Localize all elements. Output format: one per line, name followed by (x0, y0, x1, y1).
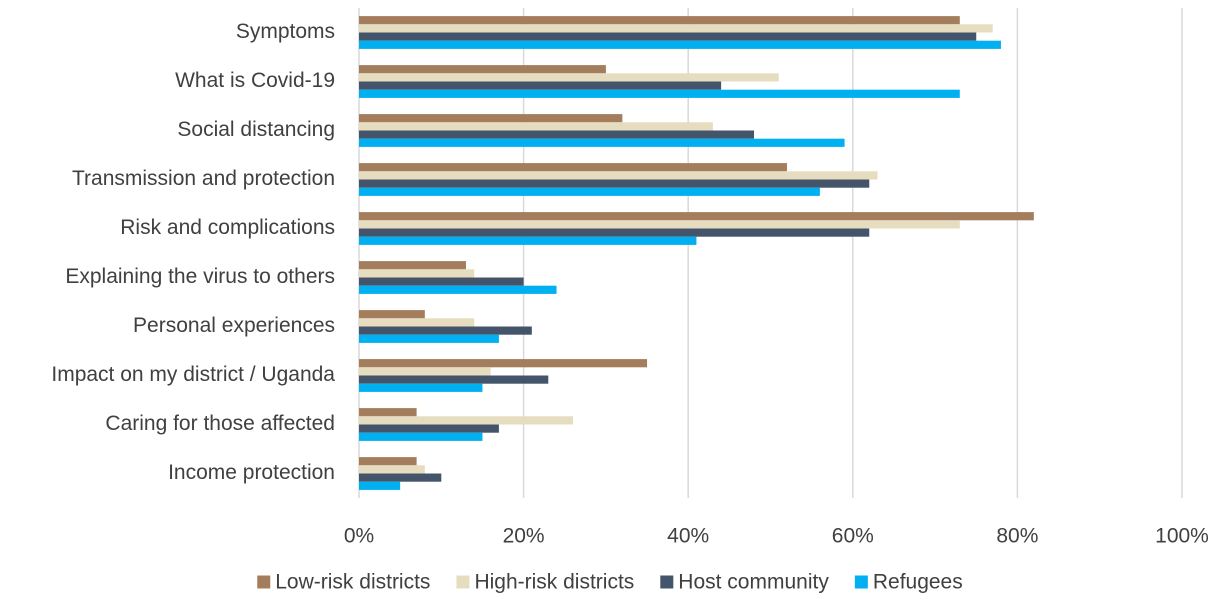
bar-5-0 (359, 261, 466, 270)
legend-item: High-risk districts (456, 571, 634, 594)
x-tick-label: 60% (832, 525, 874, 548)
bar-9-0 (359, 457, 417, 466)
bar-6-3 (359, 334, 499, 343)
legend-label: Host community (678, 571, 829, 594)
category-label: Symptoms (236, 20, 335, 43)
bar-5-3 (359, 285, 557, 294)
bar-0-3 (359, 40, 1001, 49)
bar-7-2 (359, 375, 549, 384)
legend-label: Low-risk districts (275, 571, 430, 594)
legend: Low-risk districts High-risk districts Hos… (257, 571, 963, 594)
category-label: Explaining the virus to others (65, 265, 335, 288)
bar-7-0 (359, 359, 648, 368)
bar-4-3 (359, 236, 697, 245)
bar-0-0 (359, 16, 960, 25)
legend-item: Low-risk districts (257, 571, 430, 594)
category-labels: Symptoms What is Covid-19 Social distancin… (51, 20, 335, 484)
category-label: Social distancing (177, 118, 335, 141)
bar-9-1 (359, 465, 425, 474)
category-label: Transmission and protection (72, 167, 335, 190)
x-tick-label: 0% (344, 525, 374, 548)
bar-4-1 (359, 220, 960, 229)
category-label: Caring for those affected (105, 412, 335, 435)
bar-1-3 (359, 89, 960, 98)
bar-2-1 (359, 122, 713, 131)
bar-8-2 (359, 424, 499, 433)
bars (359, 16, 1034, 490)
bar-5-1 (359, 269, 475, 278)
bar-2-2 (359, 130, 755, 139)
category-label: What is Covid-19 (175, 69, 335, 92)
x-tick-label: 100% (1155, 525, 1209, 548)
bar-1-2 (359, 81, 722, 90)
bar-1-1 (359, 73, 779, 82)
x-tick-label: 20% (503, 525, 545, 548)
bar-4-0 (359, 212, 1034, 221)
bar-6-1 (359, 318, 475, 327)
category-label: Risk and complications (120, 216, 335, 239)
bar-4-2 (359, 228, 870, 237)
bar-7-3 (359, 383, 483, 392)
legend-swatch (854, 575, 868, 589)
bar-3-0 (359, 163, 787, 172)
bar-3-3 (359, 187, 820, 196)
bar-9-3 (359, 481, 401, 490)
bar-6-0 (359, 310, 425, 319)
category-label: Personal experiences (133, 314, 335, 337)
legend-swatch (257, 575, 271, 589)
legend-swatch (456, 575, 470, 589)
x-tick-label: 80% (996, 525, 1038, 548)
bar-8-3 (359, 432, 483, 441)
legend-item: Refugees (854, 571, 963, 594)
legend-label: High-risk districts (474, 571, 634, 594)
bar-8-1 (359, 416, 573, 425)
bar-5-2 (359, 277, 524, 286)
bar-0-1 (359, 24, 993, 33)
legend-swatch (660, 575, 674, 589)
x-tick-label: 40% (667, 525, 709, 548)
legend-item: Host community (660, 571, 829, 594)
bar-3-1 (359, 171, 878, 180)
bar-2-0 (359, 114, 623, 123)
bar-9-2 (359, 473, 442, 482)
bar-1-0 (359, 65, 606, 74)
legend-label: Refugees (873, 571, 963, 594)
x-tick-labels: 0% 20% 40% 60% 80% 100% (344, 525, 1209, 548)
bar-7-1 (359, 367, 491, 376)
bar-0-2 (359, 32, 977, 41)
bar-6-2 (359, 326, 532, 335)
bar-2-3 (359, 138, 845, 147)
category-label: Income protection (168, 461, 335, 484)
bar-8-0 (359, 408, 417, 417)
category-label: Impact on my district / Uganda (51, 363, 335, 386)
bar-3-2 (359, 179, 870, 188)
